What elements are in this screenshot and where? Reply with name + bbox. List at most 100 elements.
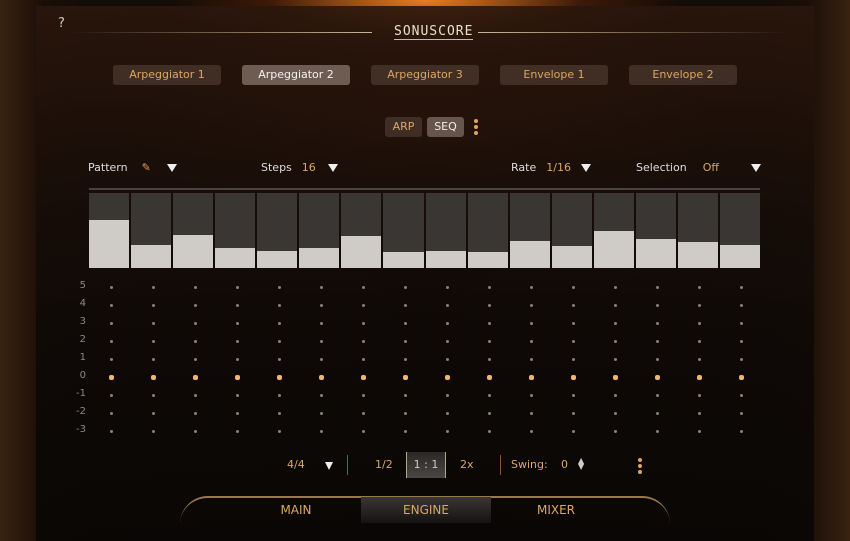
grid-dot[interactable] [445,321,449,325]
nav-mixer[interactable]: MIXER [536,503,576,517]
step-bar[interactable] [341,193,382,268]
tab-arpeggiator-3[interactable]: Arpeggiator 3 [371,65,479,85]
grid-dot[interactable] [109,411,113,415]
grid-dot[interactable] [319,357,323,361]
grid-dot[interactable] [613,339,617,343]
grid-dot[interactable] [193,285,197,289]
half-speed-button[interactable]: 1/2 [375,458,393,471]
grid-dot[interactable] [529,357,533,361]
grid-dot[interactable] [528,374,534,380]
grid-dot[interactable] [445,285,449,289]
grid-dot[interactable] [151,285,155,289]
grid-dot[interactable] [571,357,575,361]
grid-dot[interactable] [613,321,617,325]
grid-dot[interactable] [487,303,491,307]
grid-dot[interactable] [109,285,113,289]
grid-dot[interactable] [486,374,492,380]
grid-dot[interactable] [529,303,533,307]
grid-dot[interactable] [235,357,239,361]
more-options-icon[interactable] [474,119,478,137]
grid-dot[interactable] [403,357,407,361]
chevron-down-icon[interactable] [327,164,338,172]
grid-dot[interactable] [277,411,281,415]
step-bar[interactable] [173,193,214,268]
grid-dot[interactable] [235,303,239,307]
grid-dot[interactable] [654,374,660,380]
grid-dot[interactable] [738,374,744,380]
rate-control[interactable]: Rate 1/16 [511,161,591,174]
grid-dot[interactable] [697,429,701,433]
grid-dot[interactable] [319,303,323,307]
grid-dot[interactable] [109,393,113,397]
grid-dot[interactable] [739,321,743,325]
grid-dot[interactable] [234,374,240,380]
selection-control[interactable]: Selection Off [636,161,761,174]
grid-dot[interactable] [151,411,155,415]
normal-speed-button[interactable]: 1 : 1 [406,452,446,478]
more-options-icon[interactable] [638,458,642,476]
grid-dot[interactable] [655,321,659,325]
seq-mode-button[interactable]: SEQ [427,117,464,137]
grid-dot[interactable] [445,429,449,433]
step-bar[interactable] [131,193,172,268]
step-bar[interactable] [677,193,718,268]
grid-dot[interactable] [403,393,407,397]
grid-dot[interactable] [109,303,113,307]
chevron-down-icon[interactable] [166,164,177,172]
grid-dot[interactable] [151,321,155,325]
step-bar[interactable] [509,193,550,268]
grid-dot[interactable] [613,357,617,361]
grid-dot[interactable] [487,357,491,361]
grid-dot[interactable] [739,429,743,433]
grid-dot[interactable] [403,411,407,415]
grid-dot[interactable] [697,339,701,343]
grid-dot[interactable] [696,374,702,380]
grid-dot[interactable] [655,303,659,307]
stepper-arrows-icon[interactable]: ▲ ▼ [578,456,585,471]
grid-dot[interactable] [445,357,449,361]
grid-dot[interactable] [319,411,323,415]
grid-dot[interactable] [192,374,198,380]
grid-dot[interactable] [276,374,282,380]
grid-dot[interactable] [108,374,114,380]
grid-dot[interactable] [235,429,239,433]
grid-dot[interactable] [697,303,701,307]
swing-value[interactable]: 0 [561,458,568,471]
grid-dot[interactable] [319,393,323,397]
grid-dot[interactable] [361,393,365,397]
grid-dot[interactable] [193,393,197,397]
step-bar[interactable] [425,193,466,268]
grid-dot[interactable] [277,393,281,397]
grid-dot[interactable] [655,339,659,343]
grid-dot[interactable] [151,339,155,343]
tab-arpeggiator-2[interactable]: Arpeggiator 2 [242,65,350,85]
step-bar[interactable] [89,193,130,268]
grid-dot[interactable] [613,411,617,415]
grid-dot[interactable] [235,393,239,397]
grid-dot[interactable] [445,339,449,343]
grid-dot[interactable] [403,429,407,433]
step-bar[interactable] [467,193,508,268]
chevron-down-icon[interactable] [751,164,761,172]
grid-dot[interactable] [151,393,155,397]
nav-engine[interactable]: ENGINE [403,503,449,517]
step-bar[interactable] [383,193,424,268]
grid-dot[interactable] [193,429,197,433]
grid-dot[interactable] [193,357,197,361]
grid-dot[interactable] [529,393,533,397]
grid-dot[interactable] [277,285,281,289]
grid-dot[interactable] [109,429,113,433]
grid-dot[interactable] [235,411,239,415]
tab-envelope-2[interactable]: Envelope 2 [629,65,737,85]
grid-dot[interactable] [277,321,281,325]
grid-dot[interactable] [571,393,575,397]
grid-dot[interactable] [655,357,659,361]
grid-dot[interactable] [739,285,743,289]
grid-dot[interactable] [109,321,113,325]
grid-dot[interactable] [697,411,701,415]
tab-arpeggiator-1[interactable]: Arpeggiator 1 [113,65,221,85]
grid-dot[interactable] [109,357,113,361]
grid-dot[interactable] [571,429,575,433]
grid-dot[interactable] [193,321,197,325]
grid-dot[interactable] [403,339,407,343]
